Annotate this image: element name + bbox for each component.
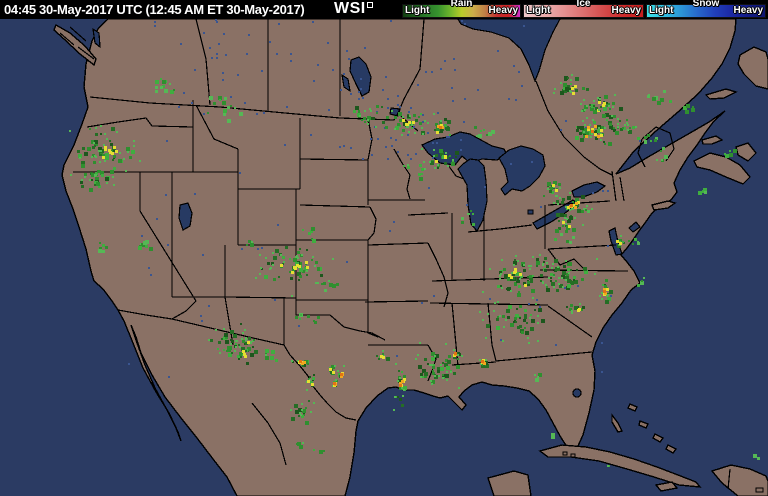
legend-snow-title: Snow [692,0,720,9]
legend-snow-gradient-bar [646,4,766,18]
legend-ice-gradient-bar [523,4,644,18]
radar-map [0,19,768,496]
legend-snow-heavy-label: Heavy [733,5,763,16]
small-lakes-speckle-layer [128,19,641,378]
wsi-logo-text: WSI [334,0,366,17]
wsi-trademark-icon [366,2,373,8]
legend-ice-heavy-label: Heavy [611,5,641,16]
legend-snow: Snow Light Heavy [646,0,766,19]
radar-map-canvas [0,19,768,496]
legend-rain-title: Rain [450,0,473,9]
header-bar: 04:45 30-May-2017 UTC (12:45 AM ET 30-Ma… [0,0,768,19]
radar-echo-layer [69,74,760,467]
legend-rain: Rain Light Heavy [402,0,521,19]
legend-rain-gradient-bar [402,4,521,18]
mainland-landmass [61,19,737,496]
timestamp-text: 04:45 30-May-2017 UTC (12:45 AM ET 30-Ma… [4,2,305,17]
wsi-logo: WSI [334,0,373,19]
legend-rain-light-label: Light [405,5,430,16]
legend-ice-light-label: Light [526,5,551,16]
islands-layer [53,23,768,496]
legend-snow-light-label: Light [649,5,674,16]
legend-ice: Ice Light Heavy [523,0,644,19]
legend-rain-heavy-label: Heavy [488,5,518,16]
legend-ice-title: Ice [576,0,591,9]
